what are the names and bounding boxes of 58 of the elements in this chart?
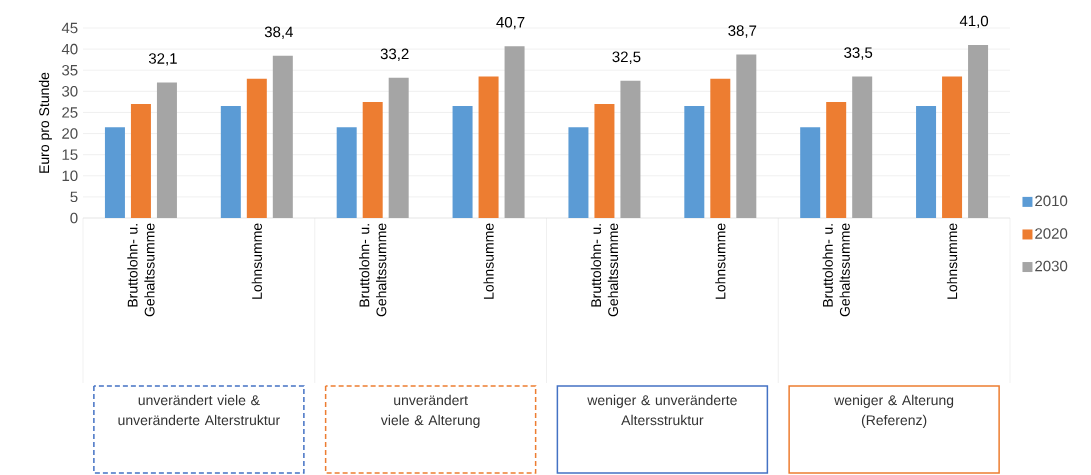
bar [620,80,641,218]
bar [104,127,125,218]
x-tick-label: Lohnsumme [715,223,726,299]
y-tick-label: 40 [61,43,78,55]
bar [504,46,525,218]
x-tick-label: Lohnsumme [251,223,262,299]
data-label: 33,5 [844,47,873,60]
y-tick-label: 0 [70,212,78,224]
bar [968,44,989,218]
y-tick-label: 10 [62,170,78,182]
bar [942,76,963,218]
legend-label: 2020 [1035,228,1068,239]
bar [220,106,241,218]
data-label: 33,2 [380,48,409,61]
bar [362,101,383,218]
data-label: 32,5 [612,51,641,64]
x-tick-label: Lohnsumme [946,223,958,299]
text: unverändert viele & unveränderte Alterstruktur [118,394,280,426]
legend-label: 2010 [1035,195,1068,207]
text: weniger & unveränderte Altersstruktur [587,394,737,426]
y-tick-label: 35 [62,64,78,76]
bar [388,77,409,218]
x-tick-label: Lohnsumme [483,223,494,299]
data-label: 38,4 [264,26,293,39]
y-tick-label: 5 [70,191,78,203]
bar [684,106,705,218]
bar [568,127,589,218]
bar [156,82,177,218]
bar [916,106,937,218]
y-tick-label: 45 [61,22,78,34]
y-tick-label: 20 [62,128,78,139]
x-tick-label: Bruttolohn- u. Gehaltssumme [127,223,155,317]
x-tick-label: Bruttolohn- u. Gehaltssumme [590,223,619,317]
bar [736,54,757,218]
data-label: 38,7 [728,25,757,38]
bar [272,55,293,218]
y-axis-title: Euro pro Stunde [38,72,52,173]
bar [710,78,731,218]
y-tick-label: 15 [62,149,78,160]
bar [246,78,267,218]
data-label: 41,0 [959,15,989,29]
bar [826,101,847,218]
text: unverändert viele & Alterung [380,394,480,428]
bar [594,104,615,218]
y-tick-label: 30 [62,86,78,97]
y-tick-label: 25 [62,107,78,118]
data-label: 32,1 [148,53,177,66]
bar [130,104,151,218]
bar [852,76,873,218]
bar [478,76,499,218]
bar [452,106,473,218]
x-tick-label: Bruttolohn- u. Gehaltssumme [359,223,387,317]
data-label: 40,7 [496,16,525,30]
bar [336,127,357,218]
bar [800,127,821,218]
legend-label: 2030 [1035,260,1068,272]
x-tick-label: Bruttolohn- u. Gehaltssumme [822,223,850,317]
text: weniger & Alterung (Referenz) [834,394,954,428]
